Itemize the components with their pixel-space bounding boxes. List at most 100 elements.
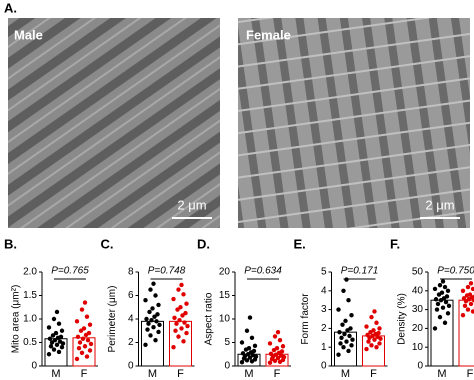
data-point: [74, 319, 80, 324]
y-tick-label: 1.5: [23, 290, 37, 301]
data-point: [147, 309, 152, 315]
data-point: [58, 334, 64, 340]
data-point: [267, 341, 273, 346]
y-tick-label: 8: [128, 267, 134, 278]
data-point: [154, 319, 159, 324]
data-point: [56, 349, 62, 355]
y-tick-label: 3: [321, 304, 327, 315]
data-point: [442, 320, 448, 325]
y-tick-label: 0: [128, 361, 134, 372]
data-point: [341, 345, 346, 350]
data-point: [244, 328, 250, 333]
data-point: [150, 306, 155, 311]
data-point: [176, 287, 181, 292]
image-label: Male: [14, 27, 43, 42]
data-point: [151, 281, 156, 286]
data-point: [185, 323, 190, 329]
data-point: [77, 340, 83, 345]
micrograph: [8, 18, 220, 228]
y-tick-label: 50: [412, 267, 424, 278]
data-point: [54, 342, 60, 348]
data-point: [184, 301, 189, 306]
data-point: [239, 340, 245, 345]
data-point: [435, 301, 441, 307]
data-point: [437, 314, 443, 320]
data-point: [280, 344, 286, 349]
data-point: [177, 317, 182, 323]
y-tick-label: 4: [128, 314, 134, 325]
data-point: [347, 333, 352, 339]
data-point: [468, 301, 474, 307]
data-point: [84, 354, 90, 359]
data-point: [267, 360, 273, 365]
data-point: [432, 286, 438, 292]
x-tick-label: M: [244, 368, 253, 380]
data-point: [173, 328, 178, 333]
data-point: [145, 327, 150, 332]
data-point: [171, 296, 176, 302]
data-point: [49, 340, 55, 345]
data-point: [467, 292, 473, 297]
data-point: [369, 343, 374, 348]
data-point: [176, 334, 181, 339]
data-point: [87, 348, 93, 353]
y-tick-label: 1.0: [23, 314, 37, 325]
panel-label: C.: [101, 236, 114, 251]
x-tick-label: M: [148, 368, 157, 380]
data-point: [251, 348, 257, 354]
data-point: [252, 343, 258, 348]
data-point: [51, 347, 57, 352]
data-point: [46, 352, 52, 357]
x-tick-label: M: [51, 368, 60, 380]
data-point: [183, 310, 188, 316]
data-point: [184, 330, 189, 336]
data-point: [79, 307, 85, 312]
data-point: [336, 352, 341, 357]
data-point: [337, 329, 342, 335]
data-point: [365, 332, 370, 338]
panel-label: D.: [197, 236, 210, 251]
data-point: [364, 346, 369, 352]
data-point: [179, 326, 184, 331]
y-tick-label: 30: [412, 304, 424, 315]
data-point: [48, 344, 54, 349]
y-tick-label: 0: [31, 361, 37, 372]
data-point: [54, 309, 60, 315]
x-tick-label: M: [437, 368, 446, 380]
micrograph: [238, 18, 470, 228]
data-point: [88, 341, 94, 347]
y-tick-label: 15: [219, 290, 231, 301]
data-point: [79, 350, 85, 356]
data-point: [371, 328, 376, 333]
y-tick-label: 0: [224, 361, 230, 372]
y-tick-label: 20: [412, 323, 424, 334]
data-point: [444, 294, 450, 299]
data-point: [339, 335, 344, 340]
data-point: [179, 282, 184, 288]
data-point: [153, 337, 158, 343]
data-point: [374, 320, 379, 325]
data-point: [80, 336, 86, 341]
scale-label: 2 μm: [177, 197, 206, 212]
data-point: [152, 314, 157, 319]
data-point: [143, 342, 148, 348]
data-point: [57, 339, 63, 344]
data-point: [56, 321, 62, 326]
x-tick-label: F: [81, 368, 88, 380]
y-tick-label: 40: [412, 285, 424, 296]
y-tick-label: 5: [224, 337, 230, 348]
y-axis-label: Aspect ratio: [204, 292, 215, 345]
y-tick-label: 6: [128, 290, 134, 301]
data-point: [374, 345, 379, 350]
data-point: [181, 292, 186, 297]
x-tick-label: F: [177, 368, 184, 380]
y-tick-label: 5: [321, 267, 327, 278]
data-point: [377, 341, 382, 346]
annotation: P=0.765: [51, 266, 89, 277]
data-point: [272, 334, 278, 339]
data-point: [462, 303, 468, 309]
data-point: [50, 333, 56, 338]
data-point: [249, 335, 255, 340]
x-tick-label: F: [370, 368, 377, 380]
